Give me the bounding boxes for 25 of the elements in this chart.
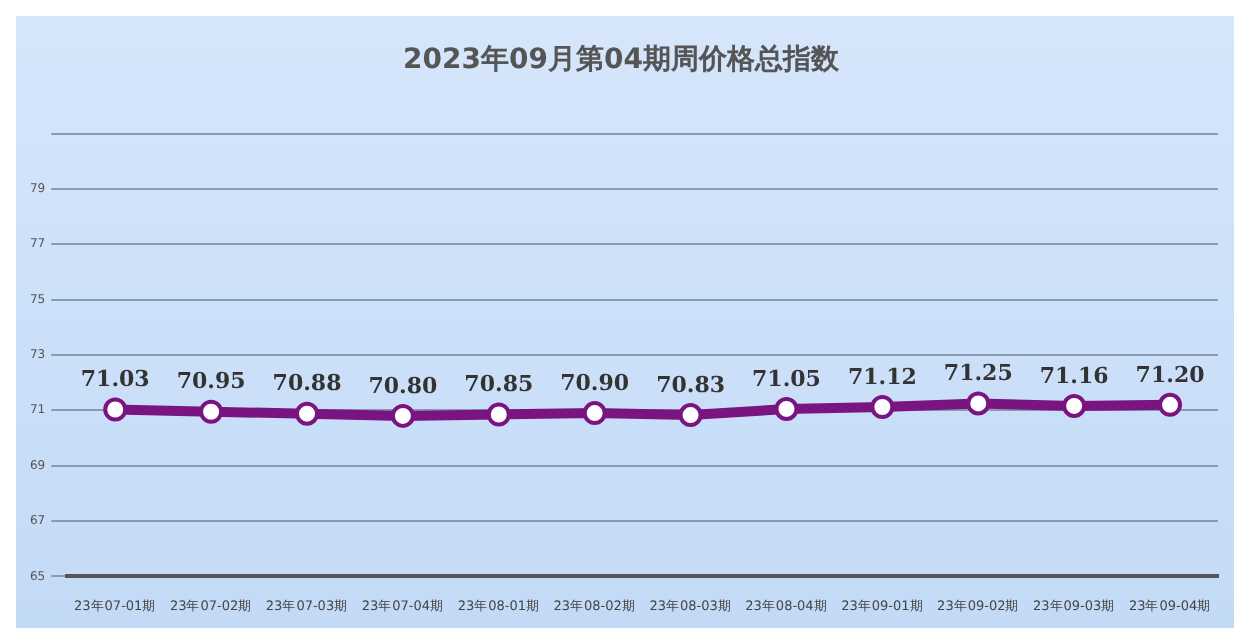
point <box>678 403 703 428</box>
data-label: 71.20 <box>1135 361 1206 388</box>
chart-title: 2023年09月第04期周价格总指数 <box>403 44 841 77</box>
point <box>966 391 991 416</box>
point <box>103 397 128 422</box>
data-label: 71.12 <box>847 363 917 390</box>
point <box>582 401 607 426</box>
point <box>1062 393 1087 418</box>
data-label: 70.95 <box>176 368 246 395</box>
data-label: 71.03 <box>80 366 150 393</box>
point <box>870 395 895 420</box>
data-label: 70.80 <box>368 372 439 399</box>
point <box>1158 392 1183 417</box>
point <box>486 402 511 427</box>
data-label: 70.90 <box>560 369 630 396</box>
data-label: 71.25 <box>943 360 1013 387</box>
point <box>774 396 799 421</box>
data-label: 70.85 <box>464 371 534 398</box>
point <box>390 403 415 428</box>
point <box>295 401 320 426</box>
data-label: 70.88 <box>272 370 343 397</box>
data-label: 71.16 <box>1039 362 1110 389</box>
data-label: 71.05 <box>752 365 821 392</box>
point <box>199 399 224 424</box>
data-label: 70.83 <box>656 371 726 398</box>
